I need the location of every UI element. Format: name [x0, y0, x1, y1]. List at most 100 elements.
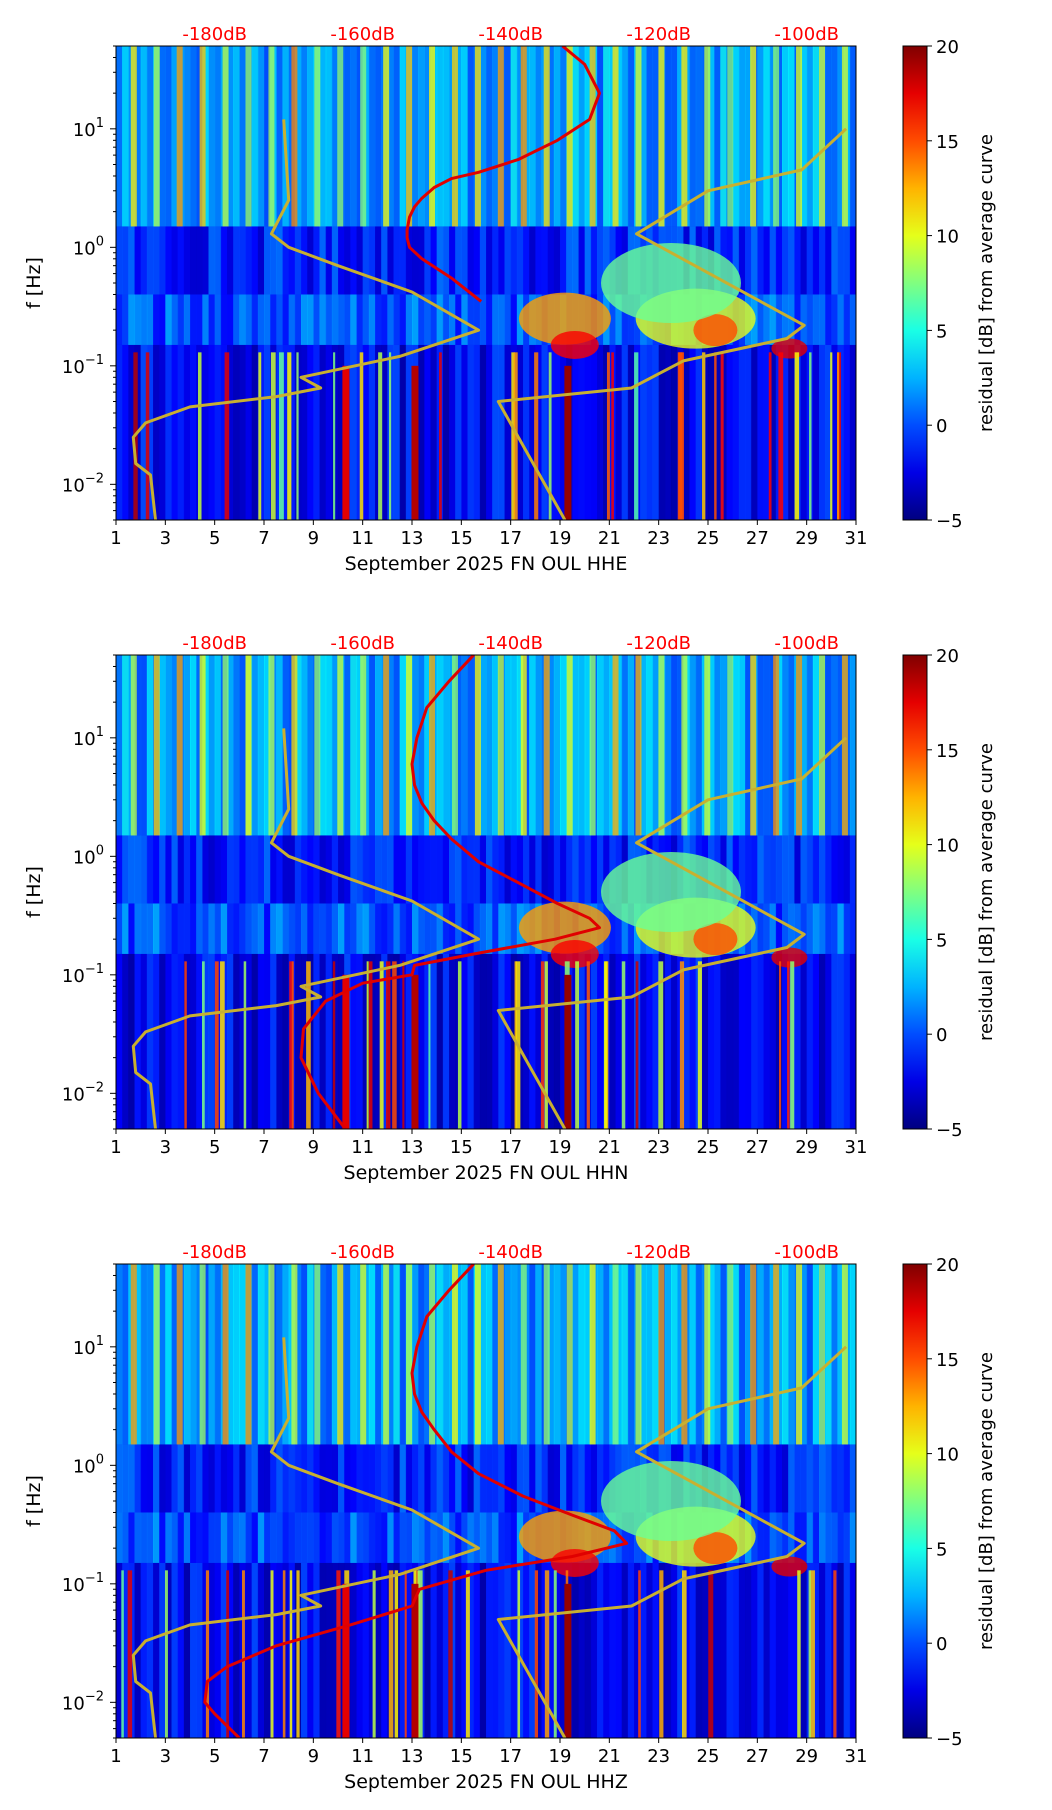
heatmap-cell	[233, 1264, 240, 1445]
heatmap-cell	[535, 344, 543, 520]
heatmap-cell	[757, 655, 765, 836]
heatmap-cell	[455, 226, 462, 295]
heatmap-cell	[387, 953, 395, 1129]
heatmap-cell	[763, 655, 771, 836]
heatmap-transient	[544, 961, 548, 1129]
heatmap-cell	[331, 1264, 339, 1445]
heatmap-cell	[720, 46, 728, 227]
heatmap-cell	[220, 226, 228, 295]
heatmap-cell	[190, 655, 197, 836]
heatmap-cell	[140, 226, 148, 295]
heatmap-cell	[615, 953, 623, 1129]
heatmap-cell	[177, 344, 185, 520]
heatmap-cell	[800, 344, 808, 520]
heatmap-cell	[714, 46, 721, 227]
heatmap-transient	[603, 961, 608, 1129]
heatmap-cell	[825, 1444, 832, 1513]
heatmap-cell	[276, 655, 284, 836]
heatmap-cell	[325, 953, 333, 1129]
heatmap-cell	[553, 1562, 561, 1738]
heatmap-cell	[331, 226, 339, 295]
heatmap-cell	[695, 46, 703, 227]
heatmap-cell	[381, 1512, 388, 1563]
heatmap-cell	[578, 835, 586, 904]
y-tick-label: 100	[73, 1452, 104, 1477]
series-line-1	[131, 119, 481, 520]
heatmap-cell	[301, 46, 308, 227]
heatmap-cell	[572, 835, 580, 904]
heatmap-cell	[442, 655, 450, 836]
heatmap-cell	[412, 226, 419, 295]
heatmap-cell	[837, 655, 845, 836]
heatmap-cell	[794, 903, 802, 954]
heatmap-cell	[233, 1562, 240, 1738]
heatmap-cell	[479, 46, 487, 227]
colorbar-tick-label: 15	[936, 1350, 959, 1371]
heatmap-cell	[362, 344, 370, 520]
heatmap-cell	[640, 1562, 647, 1738]
heatmap-cell	[405, 903, 413, 954]
heatmap-cell	[313, 226, 321, 295]
heatmap-cell	[732, 953, 740, 1129]
heatmap-cell	[264, 46, 271, 227]
heatmap-cell	[264, 294, 271, 345]
heatmap-cell	[819, 226, 826, 295]
heatmap-cell	[479, 655, 487, 836]
heatmap-transient	[787, 961, 790, 1129]
heatmap-cell	[738, 226, 746, 295]
y-tick-label: 101	[73, 116, 104, 141]
heatmap-cell	[362, 903, 370, 954]
heatmap-cell	[560, 344, 567, 520]
heatmap-cell	[177, 1562, 185, 1738]
heatmap-cell	[375, 46, 382, 227]
heatmap-stripe	[360, 655, 367, 836]
heatmap-cell	[257, 835, 265, 904]
heatmap-transient	[417, 1570, 423, 1738]
heatmap-cell	[196, 835, 203, 904]
heatmap-cell	[418, 903, 425, 954]
heatmap-cell	[590, 953, 598, 1129]
heatmap-cell	[486, 1512, 493, 1563]
heatmap-cell	[165, 953, 173, 1129]
heatmap-transient	[388, 352, 392, 520]
heatmap-cell	[461, 1562, 469, 1738]
heatmap-cell	[498, 835, 506, 904]
heatmap-cell	[479, 1264, 487, 1445]
heatmap-cell	[812, 903, 820, 954]
heatmap-cell	[344, 1444, 351, 1513]
heatmap-cell	[245, 294, 253, 345]
heatmap-cell	[399, 1264, 407, 1445]
y-tick-label: 10−2	[62, 471, 104, 496]
heatmap-cell	[165, 1512, 173, 1563]
heatmap-cell	[831, 953, 839, 1129]
heatmap-cell	[350, 226, 358, 295]
heatmap-cell	[837, 953, 845, 1129]
heatmap-cell	[671, 655, 678, 836]
heatmap-cell	[609, 1562, 617, 1738]
heatmap-cell	[442, 344, 450, 520]
heatmap-cell	[769, 1264, 777, 1445]
heatmap-cell	[492, 226, 499, 295]
heatmap-cell	[116, 294, 123, 345]
heatmap-cell	[442, 903, 450, 954]
heatmap-cell	[732, 46, 740, 227]
heatmap-cell	[165, 46, 173, 227]
heatmap-cell	[331, 903, 339, 954]
heatmap-cell	[498, 903, 506, 954]
top-db-label: -100dB	[774, 633, 839, 654]
heatmap-cell	[769, 46, 777, 227]
heatmap-cell	[245, 1512, 253, 1563]
heatmap-cell	[751, 344, 758, 520]
heatmap-cell	[202, 655, 210, 836]
heatmap-cell	[227, 1264, 234, 1445]
heatmap-cell	[529, 953, 536, 1129]
heatmap-cell	[325, 835, 333, 904]
heatmap-cell	[116, 1512, 123, 1563]
heatmap-cell	[264, 1512, 271, 1563]
heatmap-cell	[609, 903, 617, 954]
heatmap-cell	[294, 226, 302, 295]
colorbar-tick-label: −5	[936, 511, 963, 532]
heatmap-cell	[664, 953, 672, 1129]
heatmap-cell	[843, 1444, 851, 1513]
heatmap-blob	[550, 1548, 599, 1577]
